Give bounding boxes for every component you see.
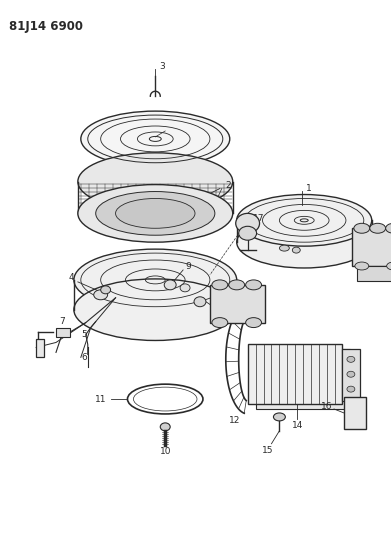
Ellipse shape: [212, 280, 228, 290]
Ellipse shape: [237, 216, 372, 268]
Ellipse shape: [74, 279, 237, 341]
Ellipse shape: [81, 111, 230, 167]
Ellipse shape: [160, 423, 170, 431]
Text: 14: 14: [292, 422, 303, 430]
Text: 16: 16: [321, 401, 333, 410]
Ellipse shape: [354, 223, 370, 233]
Ellipse shape: [246, 280, 261, 290]
Bar: [248, 344, 342, 404]
Text: 81J14 6900: 81J14 6900: [9, 20, 83, 33]
Ellipse shape: [78, 153, 233, 211]
Text: 6: 6: [81, 353, 87, 362]
Text: 11: 11: [95, 394, 107, 403]
Text: 13: 13: [215, 307, 227, 316]
Ellipse shape: [279, 245, 289, 251]
Ellipse shape: [246, 318, 261, 328]
Bar: [342, 350, 360, 401]
Ellipse shape: [94, 290, 108, 300]
Ellipse shape: [347, 372, 355, 377]
Ellipse shape: [292, 247, 300, 253]
Ellipse shape: [116, 198, 195, 228]
Ellipse shape: [212, 318, 228, 328]
Ellipse shape: [387, 262, 392, 270]
Ellipse shape: [236, 213, 260, 233]
Ellipse shape: [386, 223, 392, 233]
Bar: [256, 350, 350, 409]
Text: 9: 9: [185, 262, 191, 271]
Text: 15: 15: [262, 446, 273, 455]
Ellipse shape: [274, 413, 285, 421]
Bar: [352, 228, 392, 266]
Text: 3: 3: [160, 62, 165, 71]
Bar: [344, 397, 366, 429]
Ellipse shape: [180, 284, 190, 292]
Ellipse shape: [239, 227, 257, 240]
Ellipse shape: [164, 280, 176, 290]
Bar: [56, 328, 70, 336]
Ellipse shape: [101, 286, 111, 294]
Ellipse shape: [370, 223, 386, 233]
Text: 5: 5: [81, 330, 87, 339]
Ellipse shape: [78, 184, 233, 242]
Text: 7: 7: [59, 317, 65, 326]
Bar: [210, 285, 265, 322]
Ellipse shape: [347, 386, 355, 392]
Text: 12: 12: [229, 416, 240, 425]
Ellipse shape: [355, 262, 369, 270]
Ellipse shape: [229, 280, 245, 290]
Text: 10: 10: [160, 447, 171, 456]
Bar: [357, 266, 392, 281]
Ellipse shape: [96, 191, 215, 235]
Text: 2: 2: [225, 181, 230, 190]
Ellipse shape: [237, 195, 372, 246]
Bar: [36, 340, 44, 357]
Text: 4: 4: [68, 273, 74, 282]
Text: 17: 17: [253, 214, 264, 223]
Text: 1: 1: [306, 184, 312, 193]
Text: 8: 8: [35, 347, 41, 356]
Ellipse shape: [194, 297, 206, 306]
Ellipse shape: [347, 357, 355, 362]
Ellipse shape: [74, 249, 237, 311]
